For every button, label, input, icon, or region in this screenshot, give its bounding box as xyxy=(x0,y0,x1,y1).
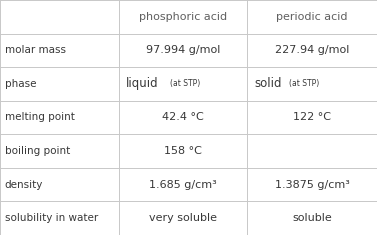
Text: solid: solid xyxy=(254,77,282,90)
Text: 97.994 g/mol: 97.994 g/mol xyxy=(146,45,220,55)
Text: liquid: liquid xyxy=(126,77,159,90)
Text: 1.3875 g/cm³: 1.3875 g/cm³ xyxy=(274,180,349,190)
Text: 227.94 g/mol: 227.94 g/mol xyxy=(275,45,349,55)
Text: (at STP): (at STP) xyxy=(289,79,319,88)
Text: boiling point: boiling point xyxy=(5,146,70,156)
Text: 122 °C: 122 °C xyxy=(293,113,331,122)
Text: very soluble: very soluble xyxy=(149,213,217,223)
Text: solubility in water: solubility in water xyxy=(5,213,98,223)
Text: phosphoric acid: phosphoric acid xyxy=(139,12,227,22)
Text: periodic acid: periodic acid xyxy=(276,12,348,22)
Text: 42.4 °C: 42.4 °C xyxy=(162,113,204,122)
Text: density: density xyxy=(5,180,43,190)
Text: molar mass: molar mass xyxy=(5,45,66,55)
Text: phase: phase xyxy=(5,79,36,89)
Text: soluble: soluble xyxy=(292,213,332,223)
Text: 158 °C: 158 °C xyxy=(164,146,202,156)
Text: (at STP): (at STP) xyxy=(170,79,200,88)
Text: melting point: melting point xyxy=(5,113,74,122)
Text: 1.685 g/cm³: 1.685 g/cm³ xyxy=(149,180,217,190)
